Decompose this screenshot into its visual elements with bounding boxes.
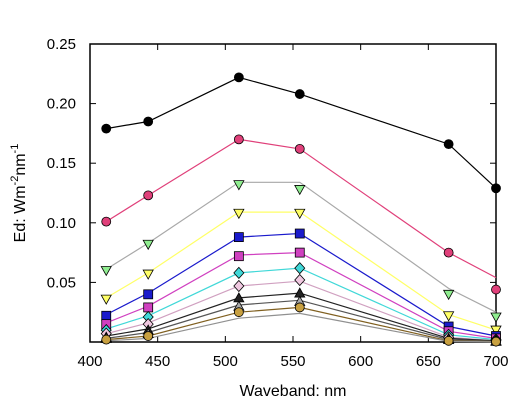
data-point xyxy=(233,266,245,279)
data-point xyxy=(233,180,245,191)
x-tick-label: 600 xyxy=(348,353,373,370)
series-line xyxy=(105,211,497,331)
data-point xyxy=(294,273,306,287)
data-point xyxy=(294,228,305,239)
data-point xyxy=(143,190,154,201)
data-point xyxy=(101,334,112,345)
x-tick-label: 400 xyxy=(77,353,102,370)
x-tick-label: 500 xyxy=(213,353,238,370)
data-point xyxy=(443,247,454,258)
data-point xyxy=(233,307,244,318)
x-tick-label: 700 xyxy=(483,353,508,370)
series-line xyxy=(106,299,497,342)
series-line xyxy=(106,312,497,343)
data-point xyxy=(233,208,245,220)
data-point xyxy=(443,335,454,346)
y-axis-label: Ed: Wm-2nm-1 xyxy=(9,144,29,243)
data-point xyxy=(294,262,306,275)
y-tick-label: 0.10 xyxy=(47,215,76,232)
y-axis-label-exp2: -1 xyxy=(9,144,21,154)
x-tick-label: 450 xyxy=(145,353,170,370)
data-point xyxy=(101,310,112,321)
data-point xyxy=(294,208,306,220)
data-point xyxy=(143,116,154,127)
data-point xyxy=(294,143,305,154)
series-markers xyxy=(100,72,502,347)
series-line xyxy=(105,251,497,339)
data-point xyxy=(294,302,305,313)
series-lines xyxy=(105,76,497,343)
series-line xyxy=(105,232,497,337)
x-tick-label: 650 xyxy=(416,353,441,370)
series-line xyxy=(106,76,497,189)
y-tick-label: 0.25 xyxy=(47,36,76,53)
data-point xyxy=(294,89,305,99)
x-tick-label: 550 xyxy=(280,353,305,370)
data-point xyxy=(491,284,501,295)
y-tick-label: 0.20 xyxy=(47,96,76,113)
y-axis-label-exp1: -2 xyxy=(9,176,21,186)
series-line xyxy=(105,181,497,313)
data-point xyxy=(294,185,306,196)
tick-labels: 400 450 500 550 600 650 700 0.05 0.10 0.15 0.20 0.2… xyxy=(47,36,509,370)
data-point xyxy=(491,336,501,347)
y-tick-label: 0.05 xyxy=(47,274,76,291)
data-point xyxy=(442,289,455,301)
data-point xyxy=(143,331,154,341)
data-point xyxy=(143,289,154,300)
x-axis-label: Waveband: nm xyxy=(239,383,346,400)
y-tick-label: 0.15 xyxy=(47,155,76,172)
data-point xyxy=(143,302,154,313)
series-line xyxy=(106,292,497,342)
data-point xyxy=(233,134,244,145)
data-point xyxy=(233,72,244,83)
data-point xyxy=(100,266,112,277)
series-line xyxy=(106,280,497,342)
data-point xyxy=(233,279,245,293)
data-point xyxy=(100,294,112,305)
data-point xyxy=(101,123,112,134)
data-point xyxy=(491,183,501,194)
data-point xyxy=(490,325,502,336)
series-line xyxy=(106,267,497,341)
data-point xyxy=(443,139,454,150)
y-axis-label-mid: nm xyxy=(12,153,29,175)
data-point xyxy=(233,232,244,243)
data-point xyxy=(101,216,112,227)
data-point xyxy=(442,311,455,322)
series-line xyxy=(105,138,497,279)
data-point xyxy=(142,269,154,280)
data-point xyxy=(490,312,502,323)
y-axis-label-prefix: Ed: Wm xyxy=(12,185,29,242)
data-point xyxy=(142,239,154,251)
data-point xyxy=(233,251,244,262)
data-point xyxy=(294,247,305,258)
